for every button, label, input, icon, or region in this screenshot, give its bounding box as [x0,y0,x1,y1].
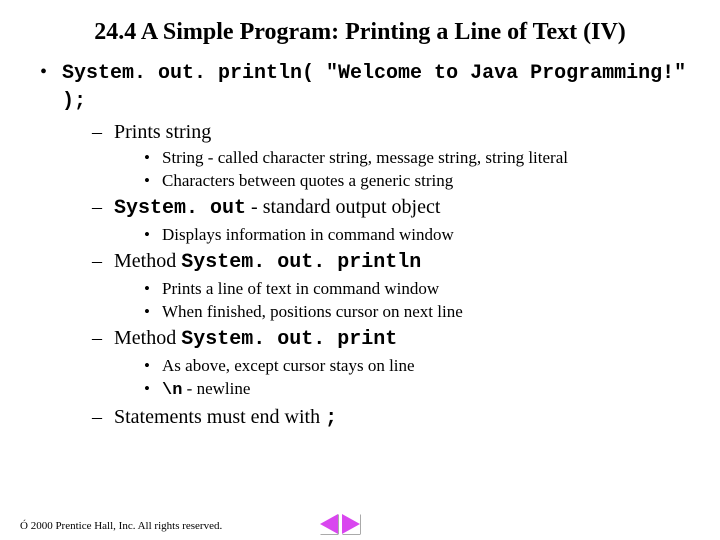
dash-print: Method System. out. print As above, exce… [92,325,690,402]
text: - standard output object [246,196,440,218]
prev-arrow-icon[interactable] [320,514,338,534]
copyright-footer: Ó 2000 Prentice Hall, Inc. All rights re… [20,520,222,532]
text: Method [114,327,181,349]
dash-println: Method System. out. println Prints a lin… [92,248,690,323]
bullet-list: System. out. println( "Welcome to Java P… [30,59,690,433]
code-text: System. out. println( "Welcome to Java P… [62,62,686,113]
sub-cursor-next: When finished, positions cursor on next … [144,301,690,323]
sub-prints-line: Prints a line of text in command window [144,278,690,300]
sub-newline: \n - newline [144,378,690,402]
dash-semicolon: Statements must end with ; [92,404,690,432]
text: Prints string [114,121,211,143]
code-text: ; [325,407,337,430]
slide-title: 24.4 A Simple Program: Printing a Line o… [70,18,650,47]
next-arrow-icon[interactable] [342,514,360,534]
code-text: System. out. print [181,328,397,351]
code-line: System. out. println( "Welcome to Java P… [30,59,690,433]
nav-arrows [320,514,360,534]
sub-displays-info: Displays information in command window [144,224,690,246]
code-text: System. out [114,197,246,220]
code-text: \n [162,381,182,400]
dash-prints-string: Prints string String - called character … [92,119,690,192]
text: - newline [182,379,250,398]
sub-chars-quotes: Characters between quotes a generic stri… [144,170,690,192]
code-text: System. out. println [181,251,421,274]
sub-string-literal: String - called character string, messag… [144,147,690,169]
text: Method [114,250,181,272]
dash-system-out: System. out - standard output object Dis… [92,194,690,246]
sub-cursor-stays: As above, except cursor stays on line [144,355,690,377]
text: Statements must end with [114,406,325,428]
